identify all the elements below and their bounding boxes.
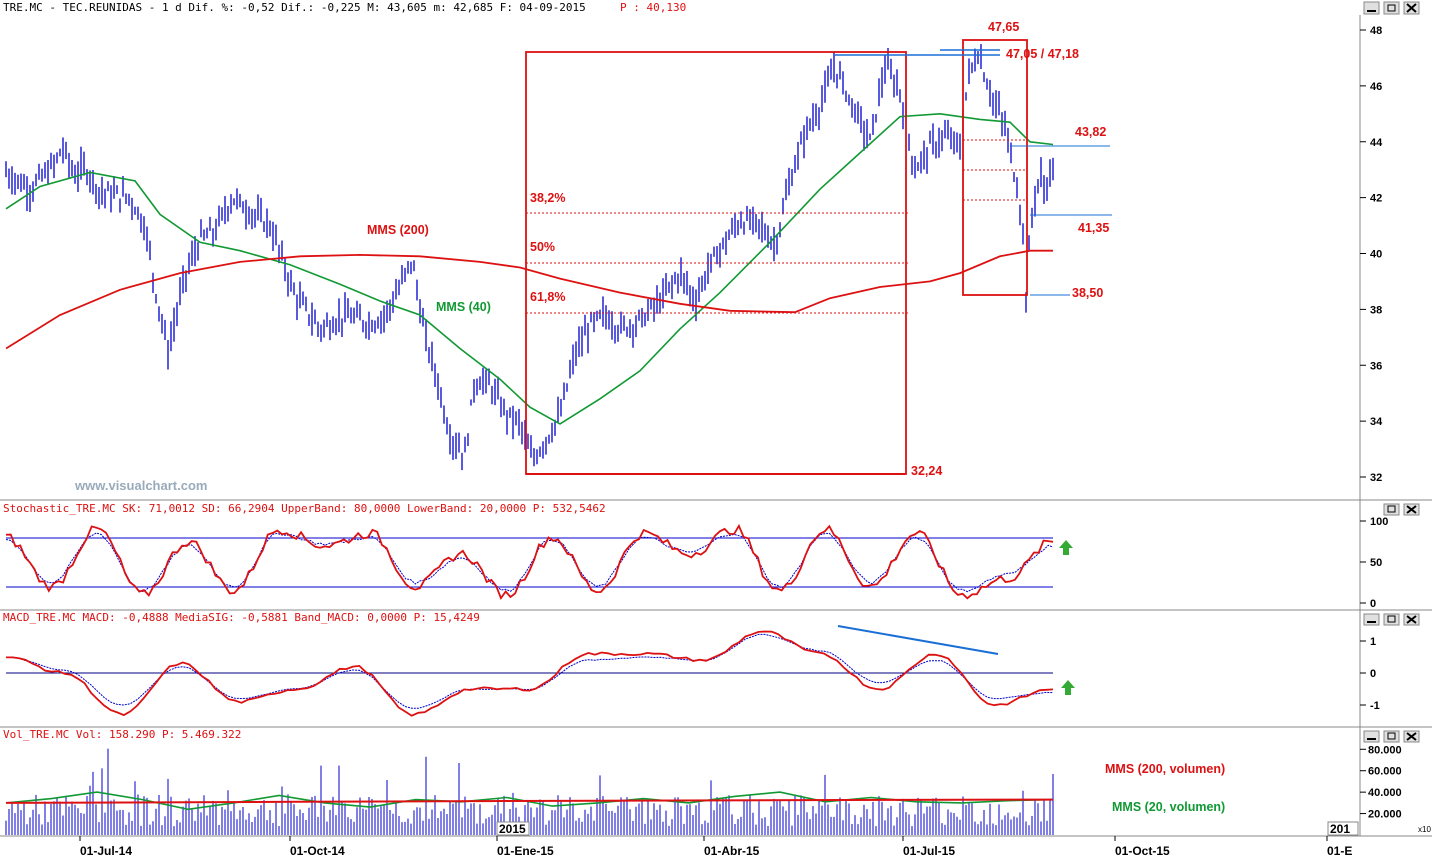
price-y-tick: 42	[1370, 193, 1382, 205]
price-y-tick: 38	[1370, 304, 1382, 316]
vol-mms200-label: MMS (200, volumen)	[1105, 762, 1225, 776]
macd-divergence-line	[837, 625, 999, 655]
vol-header: Vol_TRE.MC Vol: 158.290 P: 5.469.322	[3, 728, 241, 741]
macd-y-axis: 1 0 -1	[1360, 636, 1380, 712]
price-y-tick: 40	[1370, 249, 1382, 261]
level-4382-label: 43,82	[1075, 125, 1106, 139]
macd-signal-line	[5, 633, 1054, 709]
minimize-button[interactable]	[1363, 1, 1380, 15]
fib50-label: 50%	[530, 240, 555, 254]
vol-panel-controls	[1363, 730, 1420, 743]
price-y-tick: 46	[1370, 81, 1382, 93]
stoch-maximize-button[interactable]	[1383, 503, 1400, 516]
x-tick: 01-E	[1327, 844, 1352, 857]
x-tick: 01-Jul-15	[903, 844, 955, 857]
vol-year-label-right: 201	[1330, 822, 1350, 836]
price-panel-controls	[1363, 1, 1420, 15]
fib382-label: 38,2%	[530, 191, 565, 205]
vol-y-tick: 20.000	[1368, 809, 1402, 821]
price-y-tick: 36	[1370, 360, 1382, 372]
vol-y-tick: 80.000	[1368, 744, 1402, 756]
watermark: www.visualchart.com	[74, 478, 207, 493]
stoch-sk-line	[5, 523, 1054, 600]
macd-y-tick: -1	[1370, 700, 1380, 712]
stoch-y-axis: 100 50 0	[1360, 516, 1388, 610]
stoch-up-arrow	[1059, 540, 1073, 555]
stoch-y-tick: 50	[1370, 557, 1382, 569]
macd-maximize-button[interactable]	[1383, 613, 1400, 626]
macd-header: MACD_TRE.MC MACD: -0,4888 MediaSIG: -0,5…	[3, 611, 480, 624]
vol-y-tick: 60.000	[1368, 766, 1402, 778]
high-label: 47,65	[988, 20, 1019, 34]
fibonacci-retracement	[525, 51, 910, 475]
maximize-button[interactable]	[1383, 1, 1400, 15]
x-tick: 01-Oct-14	[290, 844, 345, 857]
x-tick: 01-Abr-15	[704, 844, 760, 857]
macd-y-tick: 0	[1370, 668, 1376, 680]
stoch-header: Stochastic_TRE.MC SK: 71,0012 SD: 66,290…	[3, 502, 606, 515]
stoch-y-tick: 100	[1370, 516, 1388, 528]
stoch-panel-controls	[1383, 503, 1420, 516]
mms40-label: MMS (40)	[436, 300, 491, 314]
vol-scale-note: x10	[1418, 825, 1431, 834]
vol-minimize-button[interactable]	[1363, 730, 1380, 743]
x-axis: 01-Jul-14 01-Oct-14 01-Ene-15 01-Abr-15 01-J…	[79, 836, 1352, 857]
level-4135-label: 41,35	[1078, 221, 1109, 235]
vol-year-label: 2015	[499, 822, 526, 836]
x-tick: 01-Jul-14	[80, 844, 132, 857]
chart-header-title: TRE.MC - TEC.REUNIDAS - 1 d Dif. %: -0,5…	[3, 1, 586, 14]
stoch-y-tick: 0	[1370, 598, 1376, 610]
fib618-label: 61,8%	[530, 290, 565, 304]
mms200-label: MMS (200)	[367, 223, 429, 237]
price-y-tick: 44	[1370, 137, 1383, 149]
vol-mms200-line	[5, 798, 1054, 804]
level-3850-label: 38,50	[1072, 286, 1103, 300]
volume-bars	[5, 748, 1054, 835]
vol-y-axis: 80.000 60.000 40.000 20.000	[1360, 744, 1402, 821]
vol-y-tick: 40.000	[1368, 787, 1402, 799]
price-y-axis: 48 46 44 42 40 38 36 34 32	[1360, 25, 1383, 484]
price-y-tick: 32	[1370, 472, 1382, 484]
consolidation-box	[835, 39, 1112, 296]
x-tick: 01-Ene-15	[497, 844, 554, 857]
macd-line	[6, 630, 1054, 717]
mms40-line	[5, 112, 1054, 425]
macd-up-arrow	[1061, 680, 1075, 695]
low-label: 32,24	[911, 464, 942, 478]
macd-minimize-button[interactable]	[1363, 613, 1380, 626]
macd-y-tick: 1	[1370, 636, 1376, 648]
price-bars	[5, 44, 1054, 471]
mms200-line	[5, 249, 1053, 350]
vol-mms20-label: MMS (20, volumen)	[1112, 800, 1225, 814]
vol-maximize-button[interactable]	[1383, 730, 1400, 743]
macd-panel-controls	[1363, 613, 1420, 626]
chart-header-price: P : 40,130	[620, 1, 686, 14]
price-y-tick: 48	[1370, 25, 1382, 37]
price-y-tick: 34	[1370, 416, 1383, 428]
stoch-sd-line	[5, 532, 1054, 593]
range-label: 47,05 / 47,18	[1006, 47, 1079, 61]
x-tick: 01-Oct-15	[1115, 844, 1170, 857]
